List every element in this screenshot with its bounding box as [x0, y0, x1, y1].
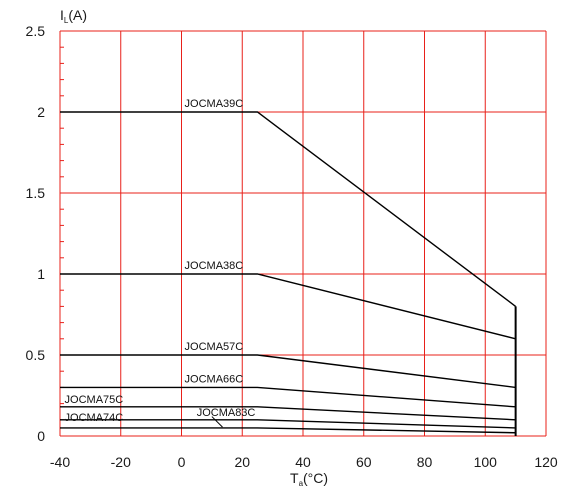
tick-labels: -40 -20 0 20 40 60 80 100 120 0 0.5 1 1.5 2 2.5 — [26, 23, 558, 470]
series-labels: JOCMA39C JOCMA38C JOCMA57C JOCMA66C JOCMA75C… — [65, 98, 256, 428]
series-line — [60, 406, 516, 421]
series-lines — [60, 111, 517, 436]
series-line — [60, 111, 517, 307]
x-tick-label: 60 — [356, 454, 372, 470]
series-label: JOCMA39C — [185, 98, 244, 110]
y-tick-label: 2 — [37, 104, 45, 120]
series-line — [60, 419, 516, 429]
y-tick-label: 1.5 — [26, 185, 46, 201]
series-line — [60, 427, 516, 434]
series-label: JOCMA66C — [185, 373, 244, 385]
series-label: JOCMA57C — [185, 341, 244, 353]
series-line — [60, 273, 516, 340]
x-tick-label: -40 — [50, 454, 70, 470]
series-line — [60, 354, 516, 389]
label-leader-line — [211, 416, 223, 428]
grid — [59, 30, 547, 437]
y-axis-title: IL(A) — [60, 7, 87, 25]
x-tick-label: 80 — [417, 454, 433, 470]
x-tick-label: 20 — [234, 454, 250, 470]
series-label: JOCMA74C — [65, 412, 124, 424]
series-line — [60, 386, 516, 408]
x-axis-title: Ta(°C) — [290, 470, 328, 488]
x-tick-label: 0 — [178, 454, 186, 470]
y-tick-label: 1 — [37, 266, 45, 282]
y-tick-label: 0 — [37, 428, 45, 444]
y-tick-label: 0.5 — [26, 347, 46, 363]
series-label: JOCMA38C — [185, 260, 244, 272]
x-tick-label: 120 — [534, 454, 558, 470]
x-tick-label: 100 — [474, 454, 498, 470]
series-label: JOCMA83C — [197, 407, 256, 419]
x-tick-label: 40 — [295, 454, 311, 470]
x-tick-label: -20 — [111, 454, 131, 470]
series-label: JOCMA75C — [65, 394, 124, 406]
y-tick-label: 2.5 — [26, 23, 46, 39]
